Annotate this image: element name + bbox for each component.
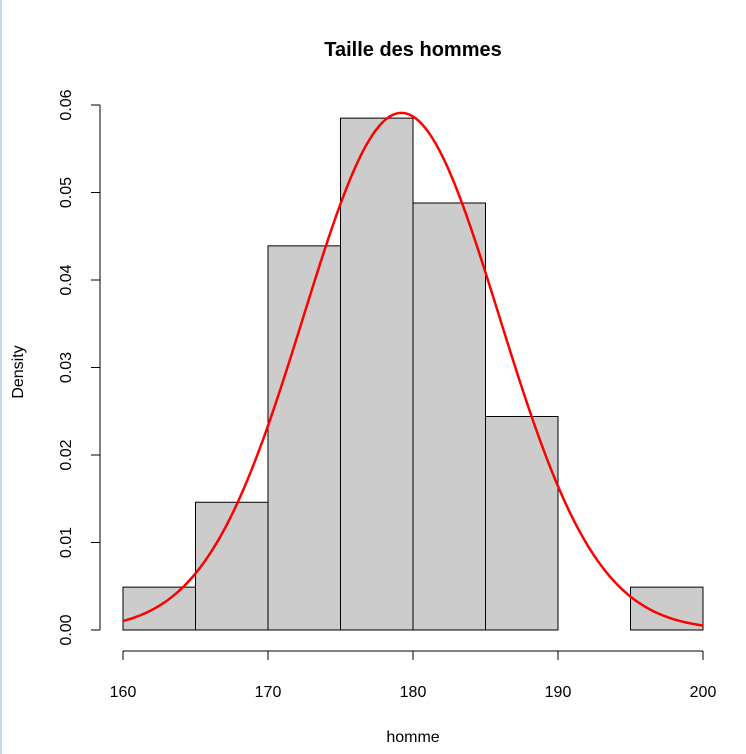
y-tick-label-2: 0.02: [58, 439, 75, 470]
y-tick-label-5: 0.05: [58, 177, 75, 208]
chart-title: Taille des hommes: [324, 39, 501, 61]
histogram-bar-3: [340, 117, 414, 631]
histogram-bar-0: [122, 586, 196, 631]
histogram-bar-2: [267, 245, 341, 631]
y-tick-label-6: 0.06: [58, 89, 75, 120]
density-curve: [122, 111, 704, 627]
x-axis-label: homme: [386, 729, 439, 746]
x-tick-label-1: 170: [255, 684, 282, 701]
x-tick-label-0: 160: [110, 684, 137, 701]
x-tick-label-3: 190: [545, 684, 572, 701]
y-axis-label: Density: [10, 345, 27, 398]
y-tick-label-0: 0.00: [58, 614, 75, 645]
y-tick-label-3: 0.03: [58, 352, 75, 383]
x-tick-label-2: 180: [400, 684, 427, 701]
y-axis: 0.00 0.01 0.02 0.03 0.04 0.05 0.06: [58, 89, 101, 646]
y-tick-label-4: 0.04: [58, 264, 75, 295]
x-axis: 160 170 180 190 200: [110, 650, 717, 701]
histogram-bar-1: [195, 501, 269, 631]
x-tick-label-4: 200: [690, 684, 717, 701]
y-tick-label-1: 0.01: [58, 527, 75, 558]
window-edge: [0, 0, 2, 754]
histogram-bar-4: [412, 202, 486, 631]
histogram-bar-5: [485, 416, 559, 631]
